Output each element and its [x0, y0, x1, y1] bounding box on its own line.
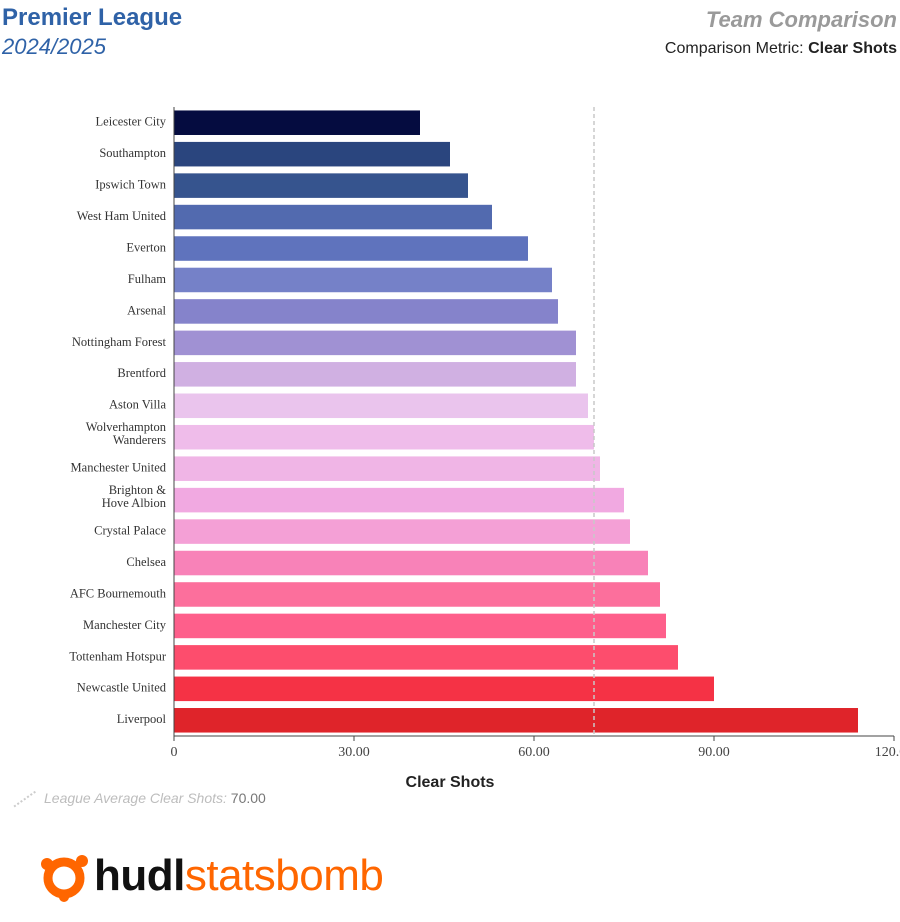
category-label: Everton	[126, 240, 166, 254]
category-label: Brighton & Hove Albion	[102, 483, 167, 510]
x-tick-label: 60.00	[518, 745, 550, 760]
x-tick-label: 30.00	[338, 745, 370, 760]
comparison-metric: Comparison Metric: Clear Shots	[665, 40, 897, 58]
league-title: Premier League	[2, 4, 183, 31]
average-line-key	[13, 790, 37, 808]
logo-wordmark: hudlstatsbomb	[94, 851, 384, 901]
league-average-legend: League Average Clear Shots: 70.00	[12, 790, 266, 808]
category-label: Chelsea	[126, 555, 166, 569]
metric-name: Clear Shots	[808, 40, 897, 57]
category-label: AFC Bournemouth	[70, 586, 167, 600]
bar	[174, 204, 492, 230]
bar	[174, 645, 678, 670]
category-label: Crystal Palace	[94, 523, 166, 537]
bar	[174, 267, 552, 293]
bar	[174, 393, 588, 419]
metric-prefix: Comparison Metric:	[664, 40, 809, 57]
bar	[174, 582, 660, 607]
category-label: West Ham United	[77, 209, 167, 223]
category-label: Newcastle United	[77, 681, 167, 695]
x-axis-title: Clear Shots	[406, 774, 495, 791]
league-average-value: 70.00	[230, 790, 266, 806]
bar	[174, 519, 630, 544]
bar	[174, 487, 624, 513]
bar	[174, 708, 858, 733]
category-label: Ipswich Town	[95, 178, 167, 192]
logo-hudl: hudl	[94, 851, 185, 900]
category-label: Manchester United	[71, 461, 167, 475]
bar	[174, 173, 468, 198]
x-tick-label: 120.00	[875, 745, 900, 760]
bar	[174, 676, 714, 702]
bar	[174, 299, 558, 324]
category-label: Manchester City	[83, 618, 167, 632]
category-label: Nottingham Forest	[72, 335, 167, 349]
bar	[174, 456, 600, 481]
logo-statsbomb: statsbomb	[184, 851, 384, 900]
bar-chart: Leicester City Southampton Ipswich Town Wes…	[69, 107, 900, 791]
category-label: Brentford	[117, 366, 166, 380]
category-label: Arsenal	[127, 303, 166, 317]
category-label: Fulham	[128, 272, 166, 286]
category-label: Tottenham Hotspur	[69, 649, 167, 663]
bar	[174, 613, 666, 639]
bar	[174, 141, 450, 167]
bar	[174, 550, 648, 576]
bar	[174, 236, 528, 261]
statsbomb-mark-icon	[41, 855, 88, 902]
report-title: Team Comparison	[705, 7, 897, 32]
x-tick-label: 0	[171, 745, 178, 760]
category-label: Leicester City	[96, 115, 167, 129]
season-label: 2024/2025	[2, 34, 106, 59]
category-label: Liverpool	[117, 712, 167, 726]
bar	[174, 330, 576, 356]
category-label: Aston Villa	[109, 398, 166, 412]
bar	[174, 424, 594, 450]
hudl-statsbomb-logo: hudlstatsbomb	[38, 848, 384, 904]
category-label: Wolverhampton Wanderers	[86, 420, 167, 447]
bar	[174, 362, 576, 387]
bar	[174, 110, 420, 135]
x-tick-label: 90.00	[698, 745, 730, 760]
league-average-label: League Average Clear Shots:	[44, 790, 227, 806]
category-label: Southampton	[99, 146, 166, 160]
